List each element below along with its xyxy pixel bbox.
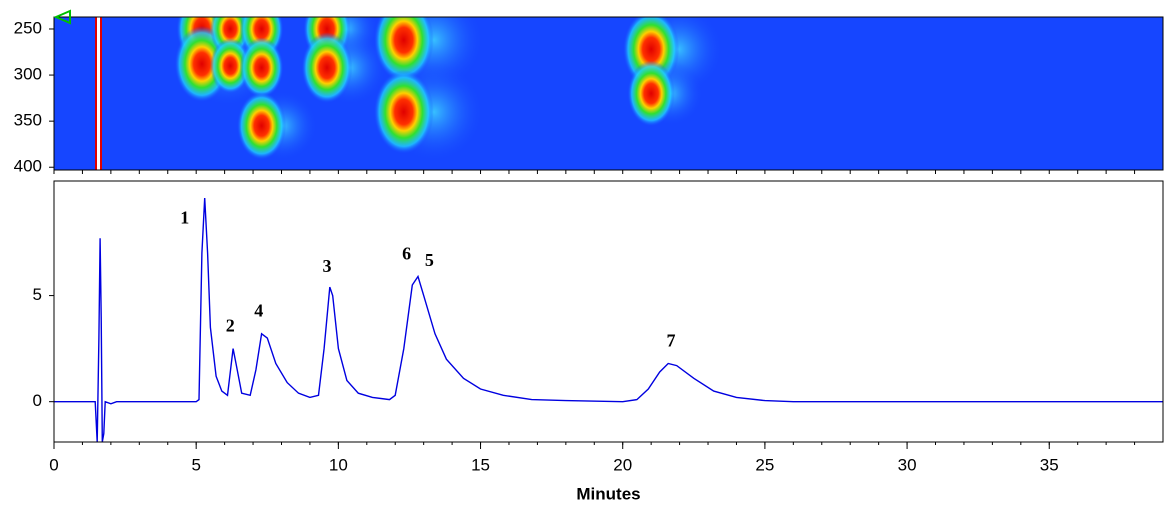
stripe bbox=[95, 17, 102, 170]
stripe bbox=[95, 17, 97, 170]
peak-label: 1 bbox=[180, 207, 189, 227]
frame bbox=[53, 16, 1164, 171]
x-axis-label: Minutes bbox=[576, 484, 640, 503]
y-tick-label: 250 bbox=[14, 18, 42, 37]
peak-label: 3 bbox=[322, 256, 331, 276]
x-tick-label: 20 bbox=[613, 455, 632, 474]
spot bbox=[236, 91, 287, 160]
peak-label: 5 bbox=[425, 250, 434, 270]
x-tick-label: 10 bbox=[329, 455, 348, 474]
peak-label: 6 bbox=[402, 243, 411, 263]
y-tick-label: 350 bbox=[14, 111, 42, 130]
plot-area bbox=[54, 197, 1163, 442]
y-tick-label: 300 bbox=[14, 65, 42, 84]
axes: 250 300 350 400 0 5 0 5 10 15 20 25 30 35 Minutes 1 24 3 6… bbox=[14, 9, 1164, 503]
x-tick-label: 25 bbox=[755, 455, 774, 474]
x-tick-label: 5 bbox=[191, 455, 200, 474]
y-tick-label: 400 bbox=[14, 157, 42, 176]
y-tick-label: 0 bbox=[33, 391, 42, 410]
marker bbox=[53, 9, 71, 25]
spot bbox=[301, 32, 353, 104]
peak-label: 2 bbox=[226, 316, 235, 336]
x-tick-label: 35 bbox=[1040, 455, 1059, 474]
x-tick-label: 30 bbox=[898, 455, 917, 474]
y-tick-label: 5 bbox=[33, 285, 42, 304]
frame bbox=[53, 180, 1164, 443]
peak-label: 4 bbox=[254, 301, 263, 321]
x-tick-label: 15 bbox=[471, 455, 490, 474]
spot bbox=[627, 60, 675, 127]
spot bbox=[373, 69, 434, 154]
heatmap-area bbox=[54, 17, 1163, 170]
x-tick-label: 0 bbox=[49, 455, 58, 474]
trace bbox=[54, 197, 1163, 442]
spot bbox=[239, 37, 284, 98]
stripe bbox=[100, 17, 102, 170]
peak-label: 7 bbox=[667, 330, 676, 350]
spot bbox=[210, 38, 251, 94]
